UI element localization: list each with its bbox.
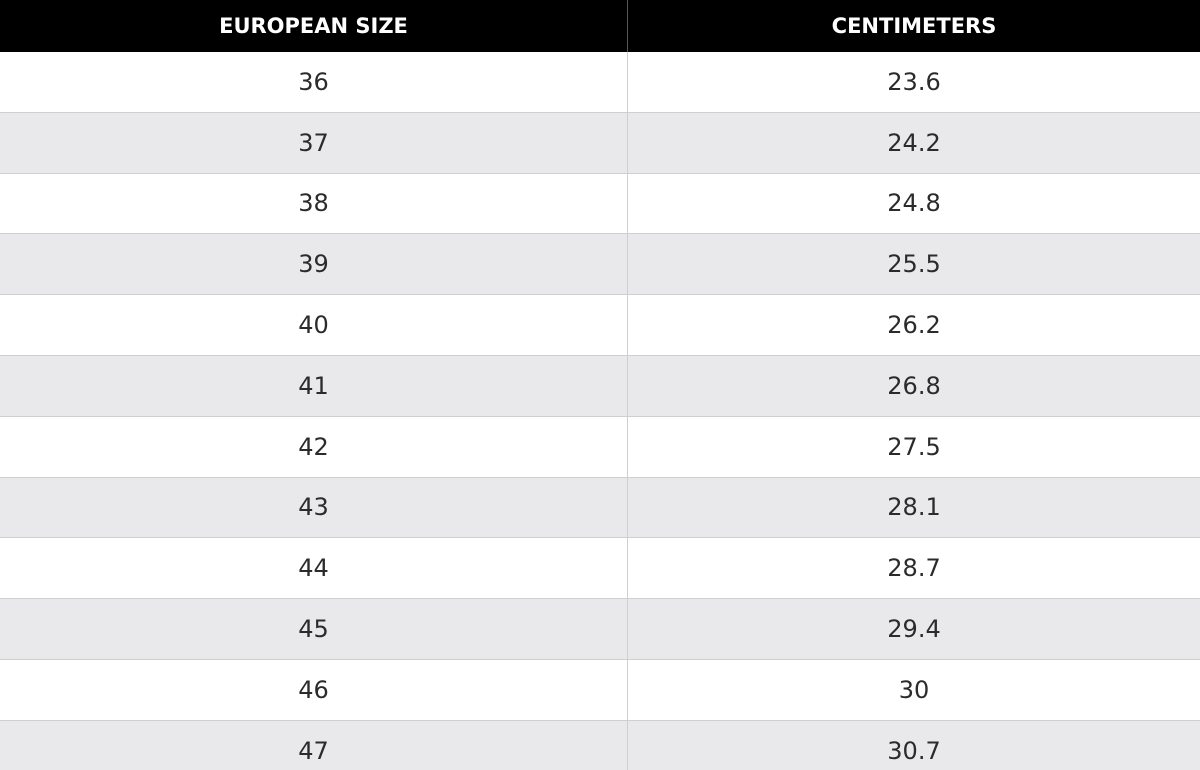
size-cell: 39 [0, 234, 628, 295]
table-row: 46 30 [0, 659, 1200, 721]
table-row: 43 28.1 [0, 477, 1200, 539]
size-cell: 45 [0, 599, 628, 659]
size-cell: 46 [0, 659, 628, 720]
centimeters-cell: 25.5 [887, 250, 941, 279]
centimeters-cell: 28.7 [887, 554, 941, 583]
table-row: 47 30.7 [0, 720, 1200, 770]
table-row: 39 25.5 [0, 234, 1200, 296]
centimeters-cell: 26.2 [887, 311, 941, 340]
header-cell: CENTIMETERS [831, 14, 997, 38]
header-cell: EUROPEAN SIZE [0, 0, 628, 52]
size-cell: 47 [0, 720, 628, 770]
size-cell: 44 [0, 538, 628, 599]
centimeters-cell: 23.6 [887, 67, 941, 96]
size-cell: 38 [0, 173, 628, 234]
size-cell: 41 [0, 355, 628, 416]
centimeters-cell: 24.2 [887, 128, 941, 157]
table-row: 42 27.5 [0, 416, 1200, 478]
centimeters-cell: 27.5 [887, 432, 941, 461]
size-cell: 42 [0, 416, 628, 477]
table-row: 41 26.8 [0, 355, 1200, 417]
centimeters-cell: 26.8 [887, 371, 941, 400]
table-row: 40 26.2 [0, 295, 1200, 356]
table-row: 44 28.7 [0, 538, 1200, 600]
centimeters-cell: 29.4 [887, 615, 941, 644]
table-row: 45 29.4 [0, 599, 1200, 660]
centimeters-cell: 28.1 [887, 493, 941, 522]
table-row: 37 24.2 [0, 112, 1200, 174]
table-row: 38 24.8 [0, 173, 1200, 235]
size-cell: 43 [0, 477, 628, 538]
centimeters-cell: 24.8 [887, 189, 941, 218]
centimeters-cell: 30.7 [887, 736, 941, 765]
table-row: 36 23.6 [0, 52, 1200, 113]
size-cell: 37 [0, 112, 628, 173]
centimeters-cell: 30 [898, 675, 930, 704]
header-row: EUROPEAN SIZE CENTIMETERS [0, 0, 1200, 52]
size-cell: 40 [0, 295, 628, 355]
size-cell: 36 [0, 52, 628, 112]
